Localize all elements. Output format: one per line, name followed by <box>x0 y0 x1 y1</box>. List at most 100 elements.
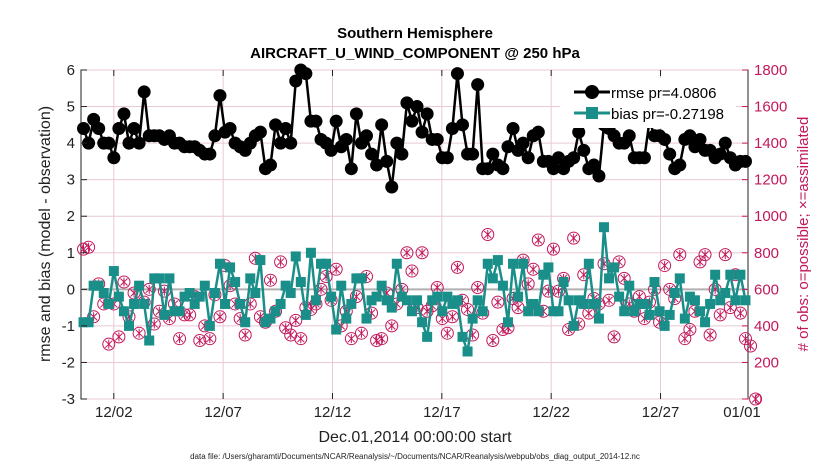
rmse-point <box>284 136 298 150</box>
obs-point <box>698 248 712 262</box>
obs-assimilated-marker <box>736 308 745 318</box>
bias-point <box>401 295 412 306</box>
x-tick-label: 01/01 <box>723 404 761 421</box>
obs-possible-marker <box>546 242 560 256</box>
bias-point <box>361 313 372 324</box>
bias-point <box>93 280 104 291</box>
obs-possible-marker <box>87 310 101 324</box>
obs-point <box>263 273 277 287</box>
obs-possible-marker <box>102 337 116 351</box>
obs-possible-marker <box>471 281 485 295</box>
rmse-point <box>450 67 464 81</box>
rmse-point <box>339 132 353 146</box>
obs-assimilated-marker <box>145 284 154 294</box>
bias-point <box>113 291 124 302</box>
obs-point <box>117 275 131 289</box>
bias-point <box>427 295 438 306</box>
bias-point <box>664 309 675 320</box>
obs-possible-marker <box>531 233 545 247</box>
obs-possible-marker <box>703 328 717 342</box>
data-file-footnote: data file: /Users/gharamti/Documents/NCA… <box>190 452 640 461</box>
rmse-point <box>531 125 545 139</box>
obs-possible-marker <box>486 334 500 348</box>
bias-point <box>578 298 589 309</box>
bias-point <box>553 306 564 317</box>
obs-point <box>582 306 596 320</box>
bias-point <box>442 291 453 302</box>
rmse-point <box>486 147 500 161</box>
y-right-tick-label: 1800 <box>754 62 787 79</box>
obs-point <box>567 231 581 245</box>
bias-point <box>139 298 150 309</box>
obs-assimilated-marker <box>332 264 341 274</box>
bias-point <box>583 258 594 269</box>
obs-possible-marker <box>213 310 227 324</box>
obs-assimilated-marker <box>584 308 593 318</box>
obs-assimilated-marker <box>680 334 689 344</box>
obs-possible-marker <box>521 277 535 291</box>
bias-point <box>740 295 751 306</box>
legend-bias-label: bias pr=-0.27198 <box>611 106 724 123</box>
obs-point <box>284 328 298 342</box>
obs-assimilated-marker <box>443 328 452 338</box>
obs-possible-marker <box>415 246 429 260</box>
chart-title: Southern Hemisphere <box>337 25 493 42</box>
obs-assimilated-marker <box>610 332 618 342</box>
bias-point <box>715 295 726 306</box>
bias-point <box>83 317 94 328</box>
bias-point <box>78 317 89 328</box>
bias-point <box>487 273 498 284</box>
obs-possible-marker <box>582 306 596 320</box>
obs-assimilated-marker <box>79 244 88 254</box>
obs-point <box>491 295 505 309</box>
bias-point <box>351 273 362 284</box>
rmse-point <box>77 121 91 135</box>
rmse-point <box>289 74 303 88</box>
bias-point <box>492 255 503 266</box>
rmse-point <box>375 118 389 132</box>
rmse-point <box>208 129 222 143</box>
bias-point <box>644 309 655 320</box>
y-tick-label: 2 <box>67 208 75 225</box>
bias-point <box>639 298 650 309</box>
obs-assimilated-marker <box>403 248 411 258</box>
obs-assimilated-marker <box>483 230 492 239</box>
obs-assimilated-marker <box>241 330 250 340</box>
y-tick-label: 4 <box>67 135 75 152</box>
obs-assimilated-marker <box>569 233 578 243</box>
bias-point <box>669 287 680 298</box>
obs-possible-marker <box>284 328 298 342</box>
bias-point <box>240 317 251 328</box>
obs-possible-marker <box>450 260 464 274</box>
bias-point <box>563 295 574 306</box>
x-tick-label: 12/22 <box>532 404 570 421</box>
rmse-point <box>410 100 424 114</box>
bias-point <box>260 317 271 328</box>
obs-point <box>658 259 672 273</box>
bias-point <box>598 222 609 233</box>
bias-point <box>194 291 205 302</box>
y-tick-label: 1 <box>67 245 75 262</box>
obs-point <box>445 310 459 324</box>
bias-point <box>331 324 342 335</box>
bias-point <box>720 287 731 298</box>
bias-point <box>705 298 716 309</box>
bias-point <box>88 280 99 291</box>
bias-point <box>164 273 175 284</box>
bias-point <box>371 291 382 302</box>
bias-point <box>134 280 145 291</box>
obs-point <box>486 334 500 348</box>
y-tick-label: -1 <box>62 318 75 335</box>
bias-point <box>452 295 463 306</box>
rmse-point <box>223 121 237 135</box>
bias-point <box>290 251 301 262</box>
bias-point <box>230 277 241 288</box>
bias-point <box>346 298 357 309</box>
obs-possible-marker <box>440 326 454 340</box>
obs-assimilated-marker <box>418 248 426 258</box>
rmse-point <box>324 143 338 157</box>
bias-point <box>730 295 741 306</box>
obs-possible-marker <box>132 326 146 340</box>
legend-rmse-marker <box>585 85 599 99</box>
obs-point <box>370 334 384 348</box>
